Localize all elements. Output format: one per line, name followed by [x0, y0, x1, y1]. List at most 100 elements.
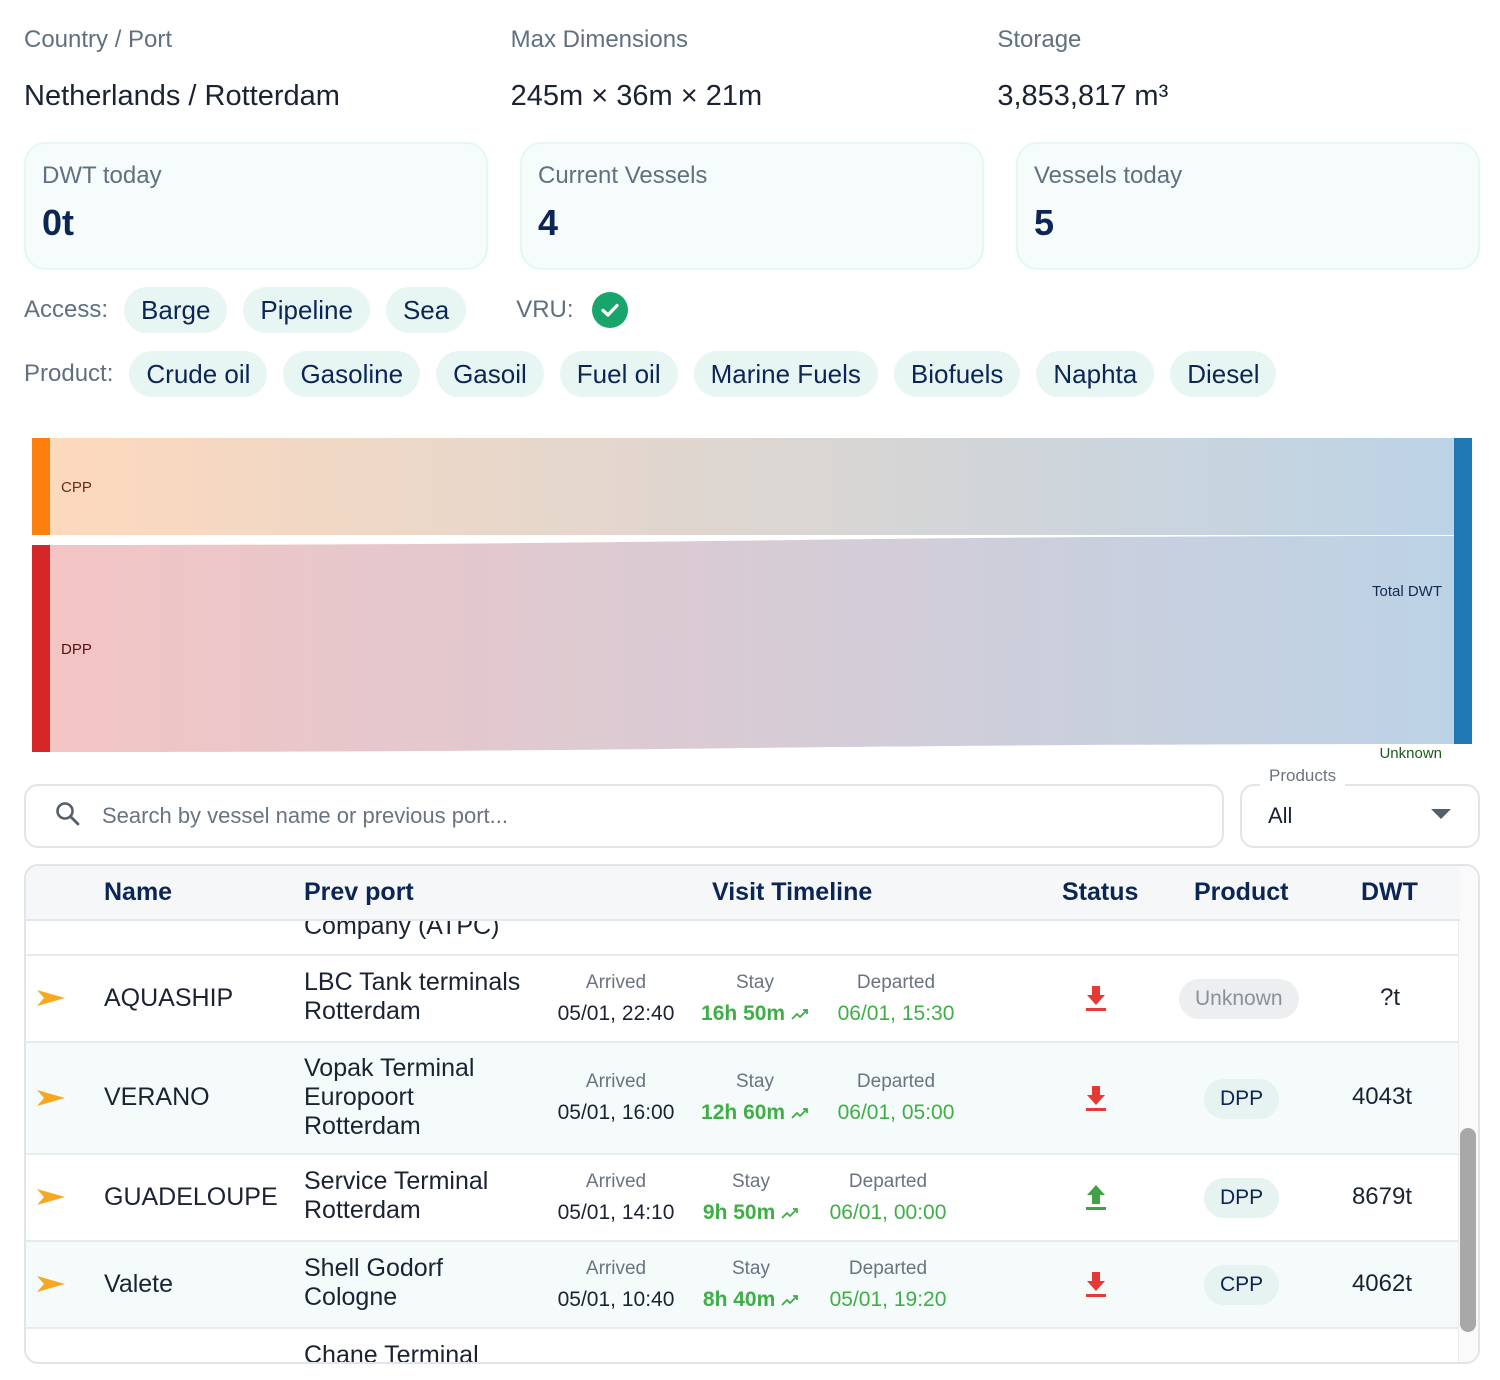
product-badge: DPP — [1204, 1079, 1280, 1119]
stay-label: Stay — [735, 1071, 775, 1092]
prev-port-line: Europoort — [304, 1083, 414, 1111]
header-name[interactable]: Name — [104, 878, 173, 906]
header-status[interactable]: Status — [1062, 878, 1139, 906]
search-input[interactable] — [102, 803, 1102, 829]
dwt-today-card: DWT today 0t — [24, 142, 488, 270]
node-cpp[interactable] — [32, 438, 50, 535]
access-row: Access: Barge Pipeline Sea VRU: — [24, 287, 628, 333]
departed-block: Departed 05/01, 19:20 — [818, 1258, 958, 1312]
arrived-label: Arrived — [585, 1071, 647, 1092]
prev-port-line: Shell Godorf — [304, 1254, 443, 1282]
prev-port-cell: Shell Godorf Cologne — [304, 1254, 544, 1312]
trending-up-icon — [781, 1295, 799, 1306]
product-chip-crude-oil: Crude oil — [129, 351, 268, 397]
header-prev-port[interactable]: Prev port — [304, 878, 414, 906]
vessels-today-card: Vessels today 5 — [1016, 142, 1480, 270]
access-chip-sea: Sea — [385, 287, 467, 333]
arrived-block: Arrived 05/01, 22:40 — [546, 972, 686, 1026]
product-chip-diesel: Diesel — [1170, 351, 1277, 397]
arrived-block: Arrived 05/01, 16:00 — [546, 1071, 686, 1125]
upload-icon — [1084, 1183, 1108, 1216]
search-icon — [54, 800, 82, 833]
departed-label: Departed — [856, 972, 936, 993]
table-row[interactable]: VERANO Vopak Terminal Europoort Rotterda… — [26, 1043, 1460, 1155]
node-label-dpp: DPP — [61, 641, 92, 658]
storage-label: Storage — [997, 26, 1082, 53]
dwt-sankey-chart: CPP DPP Total DWT Unknown — [32, 438, 1472, 762]
table-row[interactable]: AQUASHIP LBC Tank terminals Rotterdam Ar… — [26, 956, 1460, 1043]
vessel-name: GUADELOUPE — [104, 1183, 278, 1211]
header-dwt[interactable]: DWT — [1361, 878, 1418, 906]
country-port-block: Country / Port Netherlands / Rotterdam — [24, 24, 511, 113]
departed-block: Departed 06/01, 15:30 — [826, 972, 966, 1026]
scrollbar-thumb[interactable] — [1460, 1128, 1476, 1332]
header-product[interactable]: Product — [1194, 878, 1289, 906]
departed-block: Departed 06/01, 05:00 — [826, 1071, 966, 1125]
header-visit-timeline[interactable]: Visit Timeline — [712, 878, 873, 906]
stay-block: Stay 9h 50m — [686, 1171, 816, 1225]
dwt-value: ?t — [1379, 984, 1400, 1011]
vessel-arrow-icon — [36, 1188, 66, 1211]
vessel-search-box[interactable] — [24, 784, 1224, 848]
max-dimensions-block: Max Dimensions 245m × 36m × 21m — [511, 24, 998, 113]
arrived-label: Arrived — [585, 1171, 647, 1192]
country-port-label: Country / Port — [24, 26, 173, 53]
stay-block: Stay 16h 50m — [690, 972, 820, 1026]
stay-text: 8h 40m — [702, 1288, 776, 1311]
stay-text: 16h 50m — [701, 1002, 786, 1025]
table-row[interactable]: GUADELOUPE Service Terminal Rotterdam Ar… — [26, 1155, 1460, 1242]
prev-port-line: Vopak Terminal — [304, 1054, 475, 1082]
vessel-name: Valete — [104, 1270, 174, 1298]
vessel-arrow-icon — [36, 989, 66, 1012]
node-label-cpp: CPP — [61, 479, 92, 496]
dwt-today-value: 0t — [42, 202, 75, 243]
arrived-label: Arrived — [585, 972, 647, 993]
products-select[interactable]: Products All — [1240, 766, 1480, 848]
table-row-partial-bottom[interactable]: Chane Terminal — [26, 1329, 1460, 1364]
node-dpp[interactable] — [32, 545, 50, 752]
stay-label: Stay — [731, 1171, 771, 1192]
arrived-block: Arrived 05/01, 10:40 — [546, 1258, 686, 1312]
prev-port-cell: Vopak Terminal Europoort Rotterdam — [304, 1054, 544, 1141]
country-port-value: Netherlands / Rotterdam — [24, 80, 340, 112]
vessel-name: VERANO — [104, 1083, 210, 1111]
prev-port-cell: LBC Tank terminals Rotterdam — [304, 968, 544, 1026]
stay-label: Stay — [731, 1258, 771, 1279]
prev-port-cell: Chane Terminal — [304, 1341, 479, 1364]
departed-value: 06/01, 00:00 — [829, 1201, 947, 1224]
vessels-today-value: 5 — [1034, 202, 1055, 243]
product-chip-naphta: Naphta — [1036, 351, 1155, 397]
node-label-total-dwt: Total DWT — [1372, 583, 1442, 600]
trending-up-icon — [781, 1208, 799, 1219]
stay-value: 16h 50m — [690, 1002, 820, 1026]
product-chip-biofuels: Biofuels — [893, 351, 1021, 397]
table-row[interactable]: Valete Shell Godorf Cologne Arrived 05/0… — [26, 1242, 1460, 1329]
dwt-today-label: DWT today — [42, 162, 162, 189]
download-icon — [1084, 1084, 1108, 1117]
prev-port-line: Rotterdam — [304, 1196, 421, 1224]
stay-text: 9h 50m — [702, 1201, 776, 1224]
departed-label: Departed — [848, 1171, 928, 1192]
table-header: Name Prev port Visit Timeline Status Pro… — [26, 866, 1460, 921]
node-total-dwt[interactable] — [1454, 438, 1472, 744]
trending-up-icon — [791, 1108, 808, 1119]
dwt-value: 8679t — [1351, 1183, 1412, 1210]
flow-cpp-total — [50, 438, 1454, 535]
current-vessels-value: 4 — [538, 202, 559, 243]
stay-label: Stay — [735, 972, 775, 993]
departed-label: Departed — [856, 1071, 936, 1092]
arrived-value: 05/01, 16:00 — [557, 1101, 675, 1124]
product-label: Product: — [24, 360, 114, 387]
prev-port-line: Cologne — [304, 1283, 398, 1311]
stay-value: 8h 40m — [686, 1288, 816, 1312]
arrived-value: 05/01, 22:40 — [557, 1002, 675, 1025]
table-scrollbar[interactable] — [1458, 866, 1478, 1362]
departed-value: 05/01, 19:20 — [829, 1288, 947, 1311]
stay-text: 12h 60m — [701, 1101, 786, 1124]
products-select-legend: Products — [1260, 766, 1346, 786]
arrived-block: Arrived 05/01, 14:10 — [546, 1171, 686, 1225]
product-chip-gasoil: Gasoil — [436, 351, 544, 397]
product-badge: CPP — [1204, 1265, 1280, 1305]
vessel-name: AQUASHIP — [104, 984, 234, 1012]
stay-value: 12h 60m — [690, 1101, 820, 1125]
